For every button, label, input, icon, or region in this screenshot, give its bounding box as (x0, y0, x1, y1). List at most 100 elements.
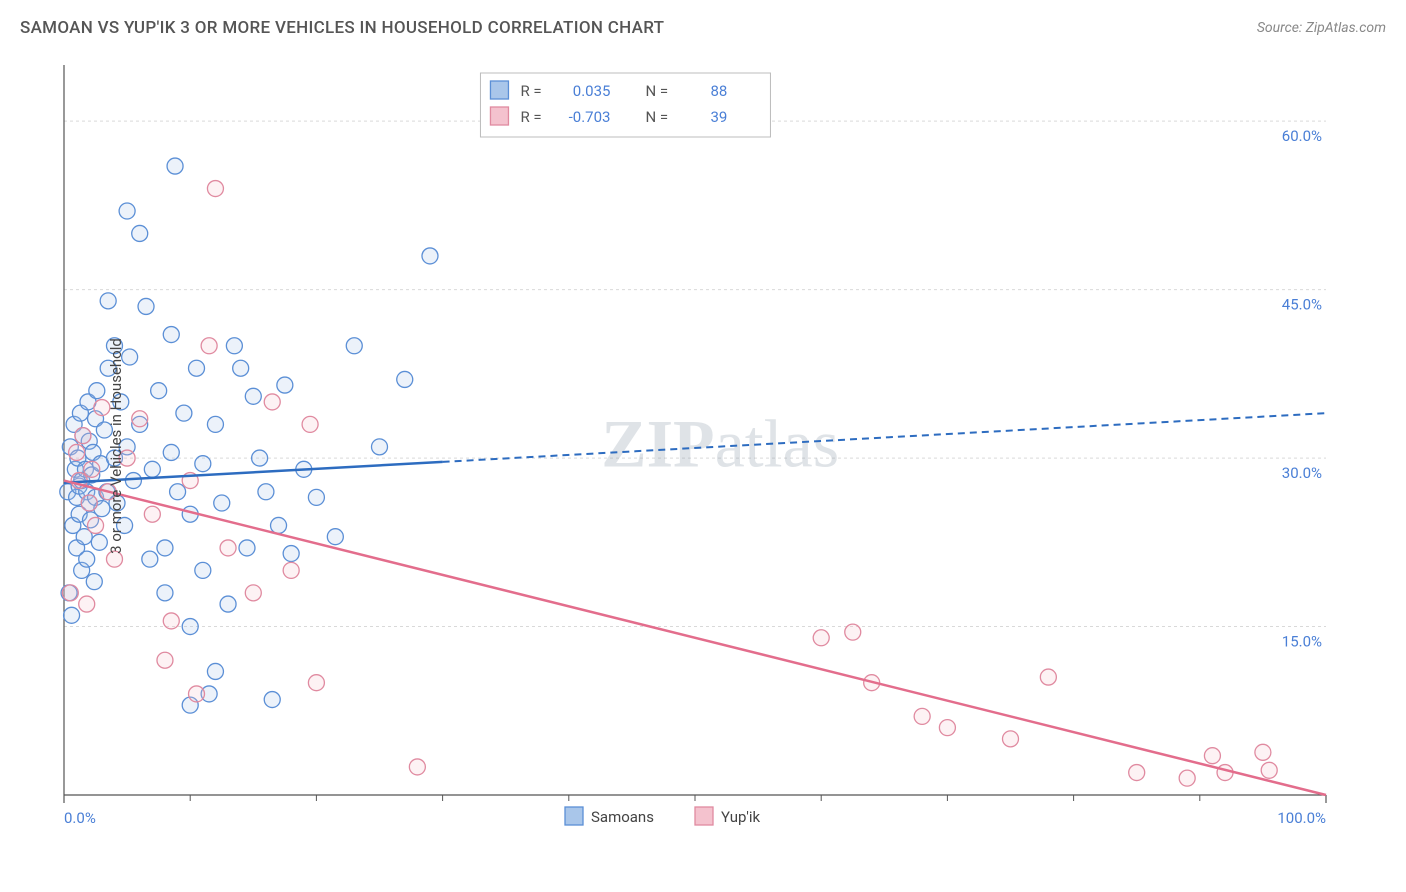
data-point (79, 551, 95, 567)
data-point (1179, 770, 1195, 786)
source-attribution: Source: ZipAtlas.com (1257, 20, 1386, 36)
data-point (233, 360, 249, 376)
data-point (157, 540, 173, 556)
data-point (125, 473, 141, 489)
data-point (79, 596, 95, 612)
y-tick-label: 60.0% (1282, 127, 1322, 145)
data-point (81, 495, 97, 511)
data-point (207, 181, 223, 197)
data-point (308, 489, 324, 505)
legend-swatch (490, 81, 508, 99)
data-point (132, 411, 148, 427)
data-point (939, 720, 955, 736)
stats-r-label: R = (520, 108, 541, 126)
data-point (144, 461, 160, 477)
y-tick-label: 45.0% (1282, 296, 1322, 314)
data-point (258, 484, 274, 500)
stats-r-value: -0.703 (569, 108, 611, 126)
data-point (264, 394, 280, 410)
title-bar: SAMOAN VS YUP'IK 3 OR MORE VEHICLES IN H… (20, 18, 1386, 38)
data-point (245, 388, 261, 404)
data-point (1261, 762, 1277, 778)
watermark: ZIPatlas (601, 406, 839, 482)
data-point (138, 298, 154, 314)
stats-n-value: 88 (710, 82, 727, 100)
data-point (252, 450, 268, 466)
legend-label: Samoans (591, 808, 654, 826)
data-point (207, 416, 223, 432)
data-point (170, 484, 186, 500)
trend-line-dashed (443, 413, 1326, 462)
data-point (277, 377, 293, 393)
data-point (214, 495, 230, 511)
data-point (163, 613, 179, 629)
data-point (302, 416, 318, 432)
data-point (1003, 731, 1019, 747)
data-point (397, 371, 413, 387)
data-point (163, 444, 179, 460)
data-point (327, 529, 343, 545)
data-point (144, 506, 160, 522)
trend-line (64, 481, 1326, 795)
legend-label: Yup'ik (721, 808, 760, 826)
data-point (167, 158, 183, 174)
source-prefix: Source: (1257, 20, 1306, 36)
x-tick-label: 100.0% (1277, 809, 1326, 827)
stats-r-value: 0.035 (573, 82, 611, 100)
data-point (845, 624, 861, 640)
data-point (182, 619, 198, 635)
data-point (119, 203, 135, 219)
data-point (84, 461, 100, 477)
data-point (346, 338, 362, 354)
chart-container: SAMOAN VS YUP'IK 3 OR MORE VEHICLES IN H… (0, 0, 1406, 892)
legend-swatch (695, 807, 713, 825)
data-point (220, 596, 236, 612)
data-point (271, 517, 287, 533)
x-tick-label: 0.0% (64, 809, 96, 827)
data-point (1255, 744, 1271, 760)
data-point (176, 405, 192, 421)
source-name: ZipAtlas.com (1306, 20, 1386, 36)
stats-n-label: N = (645, 108, 668, 126)
data-point (189, 360, 205, 376)
data-point (195, 562, 211, 578)
data-point (1040, 669, 1056, 685)
data-point (62, 585, 78, 601)
data-point (914, 708, 930, 724)
data-point (75, 428, 91, 444)
data-point (220, 540, 236, 556)
stats-n-label: N = (645, 82, 668, 100)
plot-area: 0.0% 100.0% 15.0% 30.0% 45.0% 60.0% ZIPatlas R … (40, 55, 1386, 835)
data-point (1129, 765, 1145, 781)
data-point (91, 534, 107, 550)
stats-r-label: R = (520, 82, 541, 100)
data-point (157, 585, 173, 601)
data-point (207, 663, 223, 679)
legend-swatch (565, 807, 583, 825)
y-tick-label: 30.0% (1282, 464, 1322, 482)
legend-swatch (490, 107, 508, 125)
chart-title: SAMOAN VS YUP'IK 3 OR MORE VEHICLES IN H… (20, 18, 664, 38)
data-point (226, 338, 242, 354)
data-point (283, 562, 299, 578)
data-point (201, 338, 217, 354)
data-point (308, 675, 324, 691)
data-point (195, 456, 211, 472)
data-point (100, 293, 116, 309)
data-point (283, 546, 299, 562)
data-point (142, 551, 158, 567)
data-point (1204, 748, 1220, 764)
data-point (86, 574, 102, 590)
y-axis-label: 3 or more Vehicles in Household (107, 338, 125, 554)
scatter-chart: 0.0% 100.0% 15.0% 30.0% 45.0% 60.0% ZIPatlas R … (40, 55, 1386, 835)
data-point (409, 759, 425, 775)
data-point (132, 225, 148, 241)
data-point (239, 540, 255, 556)
y-tick-label: 15.0% (1282, 633, 1322, 651)
data-point (64, 607, 80, 623)
data-point (1217, 765, 1233, 781)
stats-n-value: 39 (710, 108, 727, 126)
data-point (151, 383, 167, 399)
data-point (245, 585, 261, 601)
data-point (163, 327, 179, 343)
